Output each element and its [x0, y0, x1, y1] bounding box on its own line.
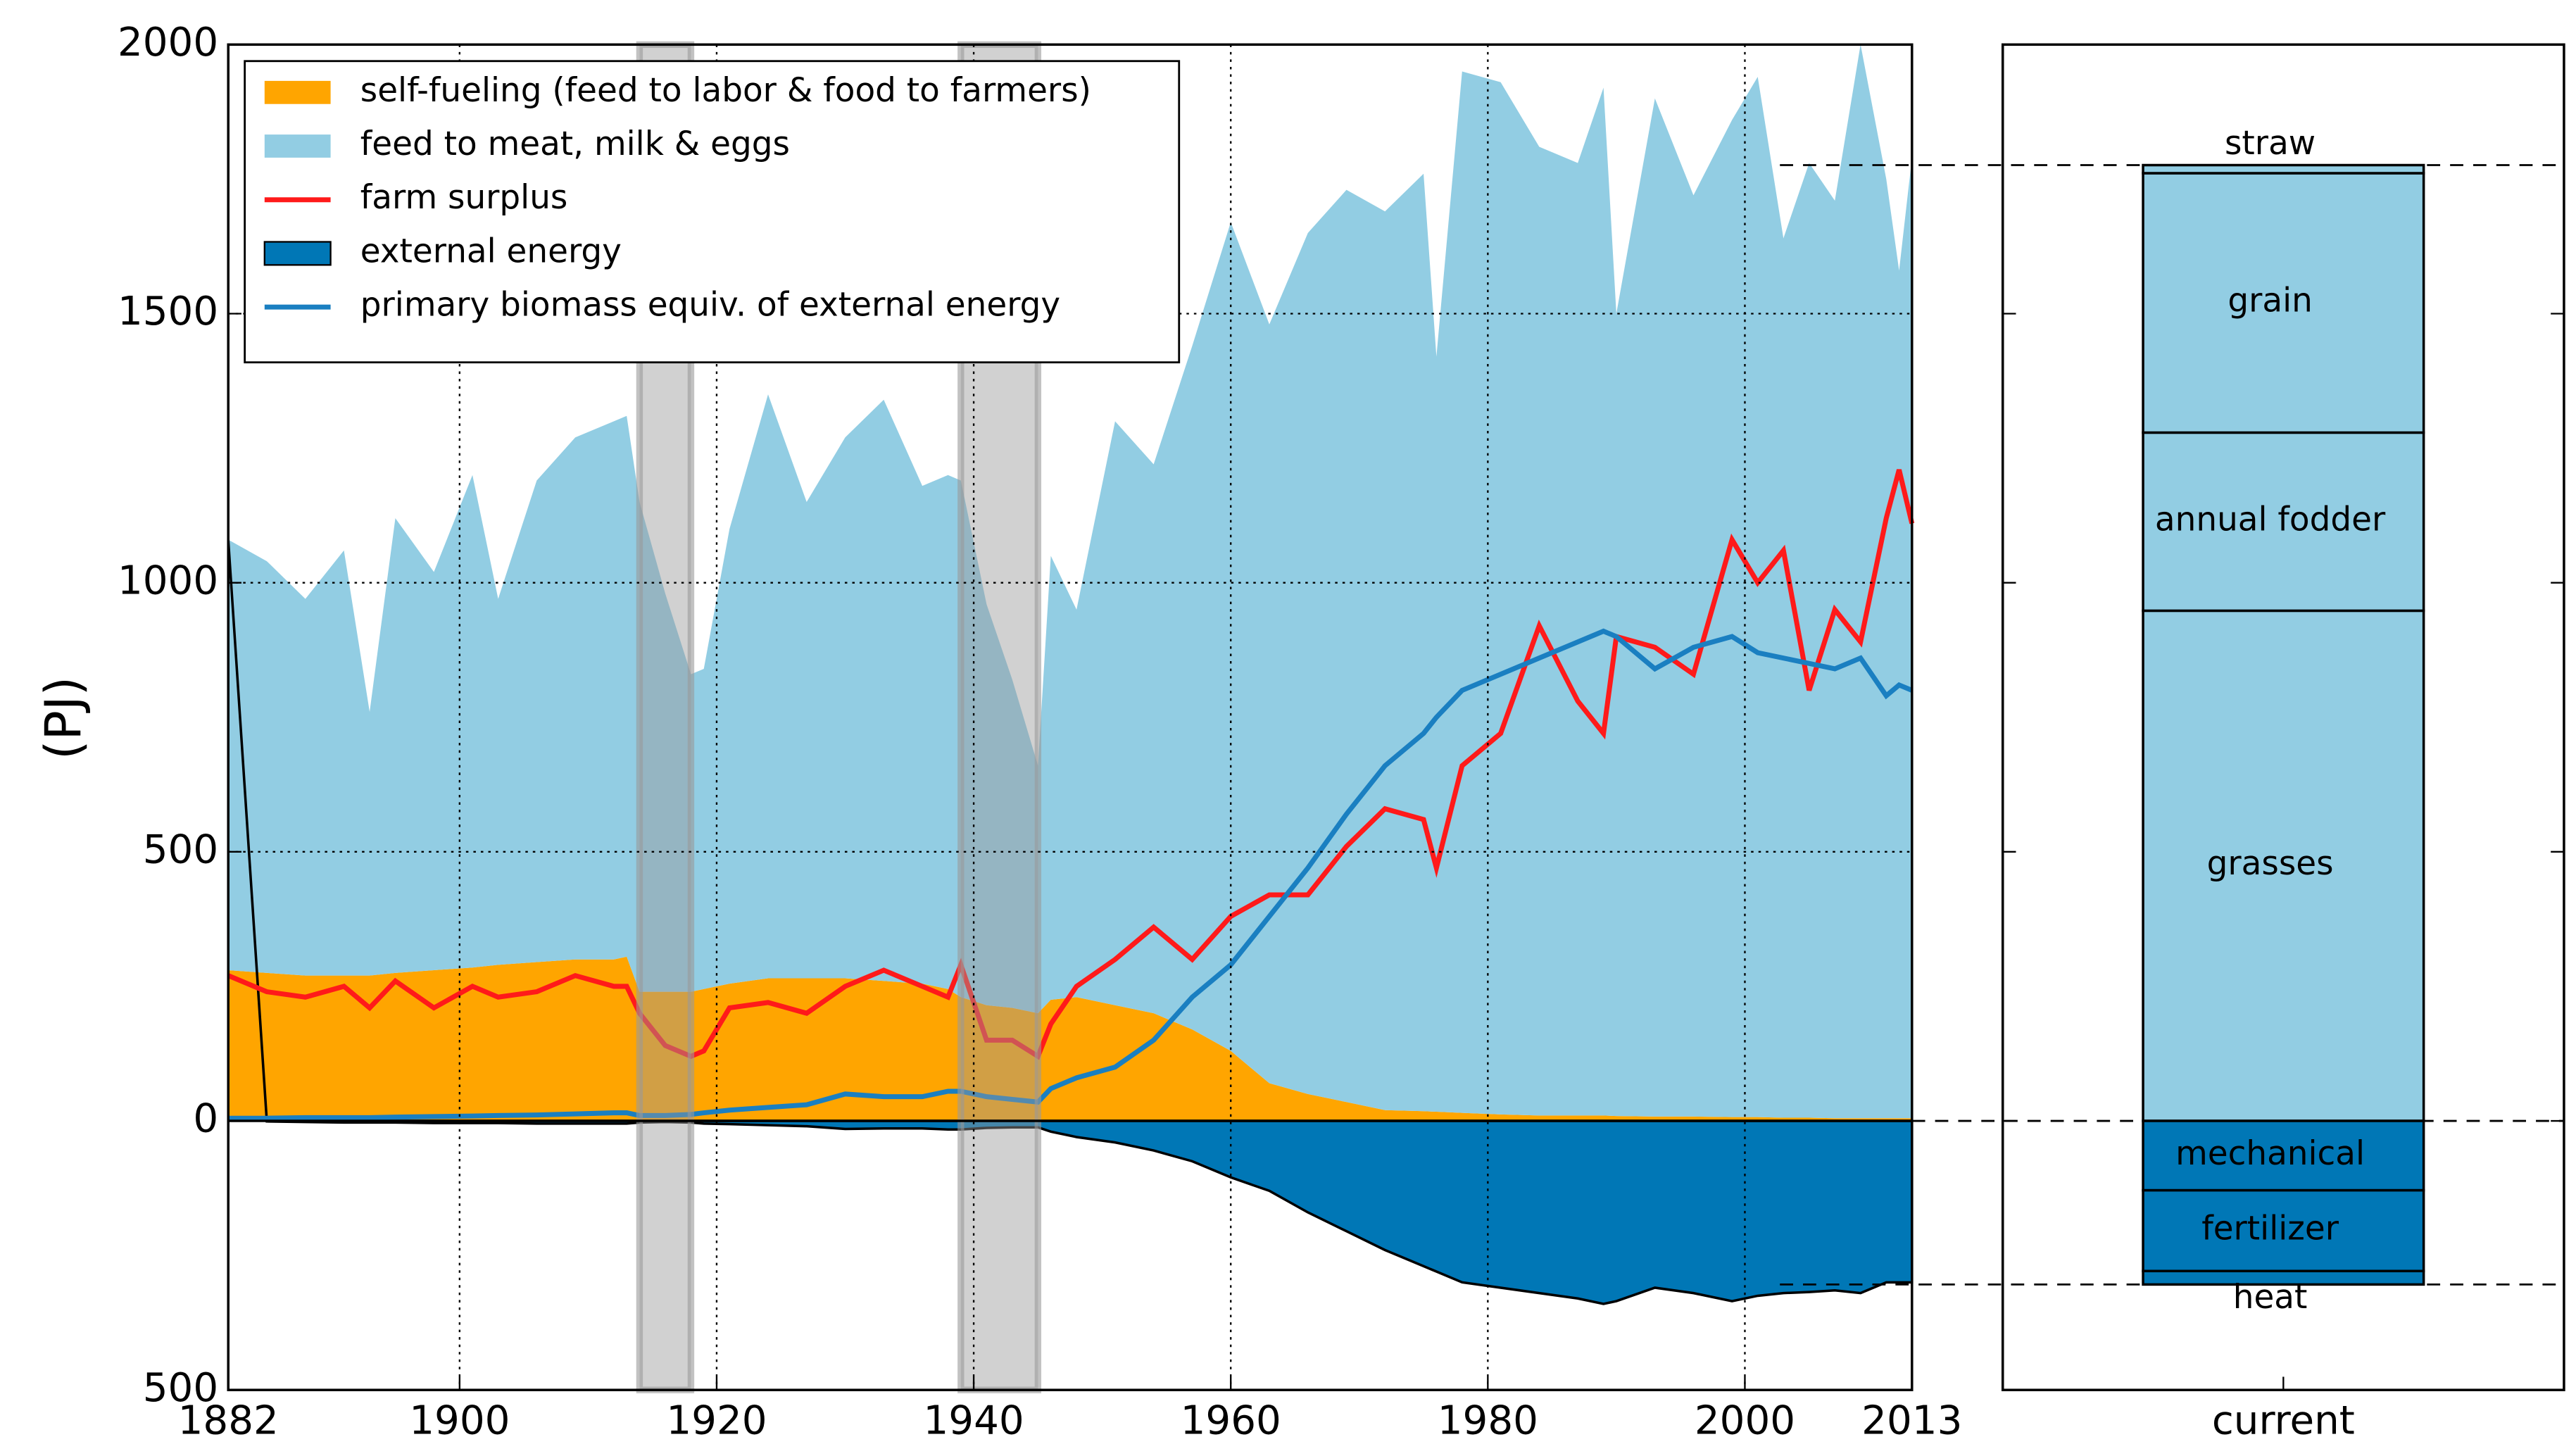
area [228, 956, 1912, 1122]
x-tick-label: 1920 [666, 1398, 767, 1444]
segment-label: mechanical [2175, 1134, 2365, 1173]
legend-label: self-fueling (feed to labor & food to fa… [360, 71, 1091, 110]
legend-box [244, 60, 1181, 364]
bar-segment [2142, 163, 2425, 175]
line [228, 628, 1914, 1121]
segment-label: straw [2225, 124, 2316, 163]
segment-label: fertilizer [2201, 1209, 2339, 1248]
line [227, 469, 1915, 1060]
segment-label: grasses [2207, 844, 2334, 883]
x-tick-label: 2013 [1861, 1398, 1962, 1444]
x-tick-label: 1900 [409, 1398, 510, 1444]
y-tick-label: 1000 [118, 558, 218, 603]
legend-label: primary biomass equiv. of external energ… [360, 286, 1060, 325]
segment-label: annual fodder [2155, 500, 2386, 539]
area [228, 44, 1912, 1119]
y-axis-label: (PJ) [34, 677, 92, 760]
y-tick-label: 2000 [118, 20, 218, 65]
legend-swatch [264, 80, 331, 104]
x-tick-label: current [2212, 1398, 2355, 1444]
plot-frame [227, 43, 1914, 1391]
bar-segment [2142, 431, 2425, 613]
x-tick-label: 1960 [1181, 1398, 1281, 1444]
legend-label: external energy [360, 232, 622, 270]
y-tick-label: 1500 [118, 289, 218, 334]
x-tick-label: 1980 [1438, 1398, 1538, 1444]
segment-label: grain [2228, 282, 2312, 320]
legend-swatch [263, 241, 332, 266]
y-tick-label: 0 [193, 1096, 218, 1142]
bar-segment [2142, 1188, 2425, 1273]
legend-label: feed to meat, milk & eggs [360, 125, 790, 163]
x-tick-label: 2000 [1695, 1398, 1795, 1444]
bar-segment [2142, 1269, 2425, 1286]
x-tick-label: 1940 [923, 1398, 1024, 1444]
legend-label: farm surplus [360, 178, 568, 217]
bar-segment [2142, 172, 2425, 434]
legend-swatch [264, 134, 331, 158]
y-tick-label: 500 [143, 1365, 218, 1411]
x-tick-label: 1882 [178, 1398, 279, 1444]
y-tick-label: 500 [143, 827, 218, 872]
